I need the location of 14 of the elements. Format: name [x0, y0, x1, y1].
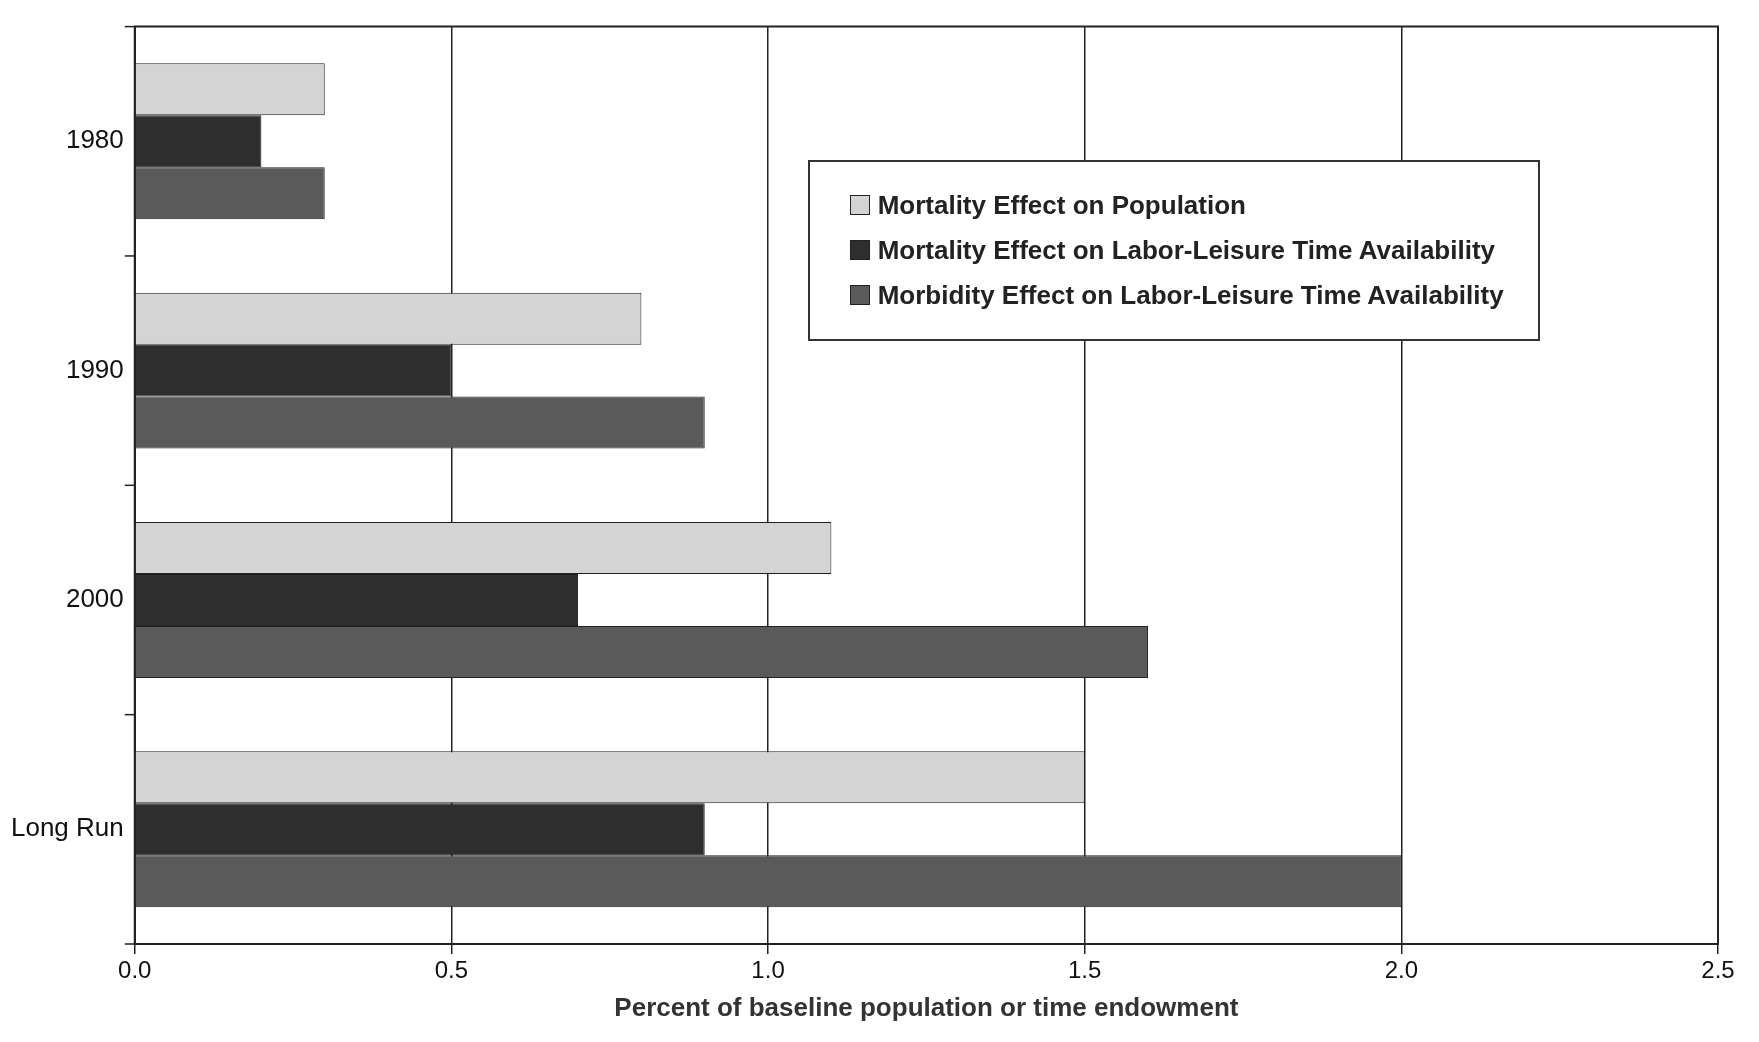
legend-label: Morbidity Effect on Labor-Leisure Time Availability [877, 279, 1504, 311]
legend-label: Mortality Effect on Labor-Leisure Time Availability [877, 234, 1496, 266]
y-tick-label: Long Run [10, 812, 124, 843]
legend-label: Mortality Effect on Population [877, 189, 1246, 221]
x-axis-title: Percent of baseline population or time endowment [614, 991, 1239, 1022]
x-tick-label: 2.5 [1701, 956, 1735, 984]
x-tick-label: 1.5 [1068, 956, 1102, 984]
y-tick-label: 2000 [65, 583, 124, 614]
x-tick-label: 2.0 [1384, 956, 1419, 984]
x-tick-label: 1.0 [751, 956, 785, 984]
x-tick-label: 0.0 [118, 956, 152, 984]
x-tick-label: 0.5 [434, 956, 469, 984]
y-tick-label: 1980 [65, 124, 124, 155]
y-tick-label: 1990 [65, 353, 124, 384]
